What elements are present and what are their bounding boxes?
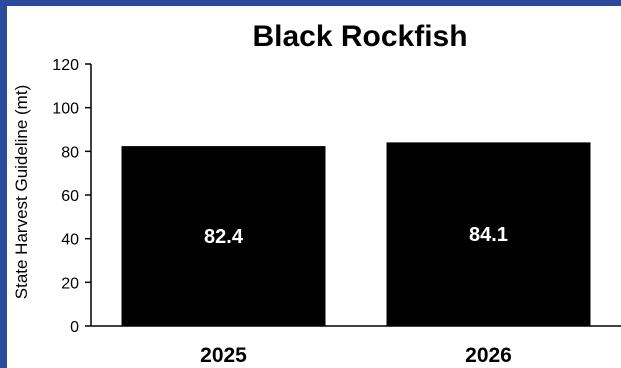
y-tick-label: 60 — [61, 188, 79, 205]
bar-chart: Black Rockfish State Harvest Guideline (… — [12, 20, 621, 367]
x-tick-label-2026: 2026 — [465, 344, 512, 367]
y-tick-label: 20 — [61, 275, 79, 292]
y-tick-label: 0 — [70, 319, 79, 336]
y-tick-label: 120 — [52, 57, 79, 74]
chart-frame: Black Rockfish State Harvest Guideline (… — [7, 6, 621, 368]
y-axis-label: State Harvest Guideline (mt) — [12, 85, 31, 299]
data-label-2026: 84.1 — [469, 224, 508, 246]
y-tick-label: 100 — [52, 101, 79, 118]
chart-title: Black Rockfish — [252, 20, 467, 53]
bar-2025 — [121, 146, 326, 326]
data-label-2025: 82.4 — [204, 226, 244, 248]
y-ticks: 0 20 40 60 80 100 120 — [52, 57, 91, 336]
bar-2026 — [386, 142, 591, 326]
y-tick-label: 40 — [61, 232, 79, 249]
y-tick-label: 80 — [61, 144, 79, 161]
bars: 82.4 84.1 — [121, 142, 591, 326]
x-ticks: 2025 2026 — [200, 344, 512, 367]
x-tick-label-2025: 2025 — [200, 344, 247, 367]
